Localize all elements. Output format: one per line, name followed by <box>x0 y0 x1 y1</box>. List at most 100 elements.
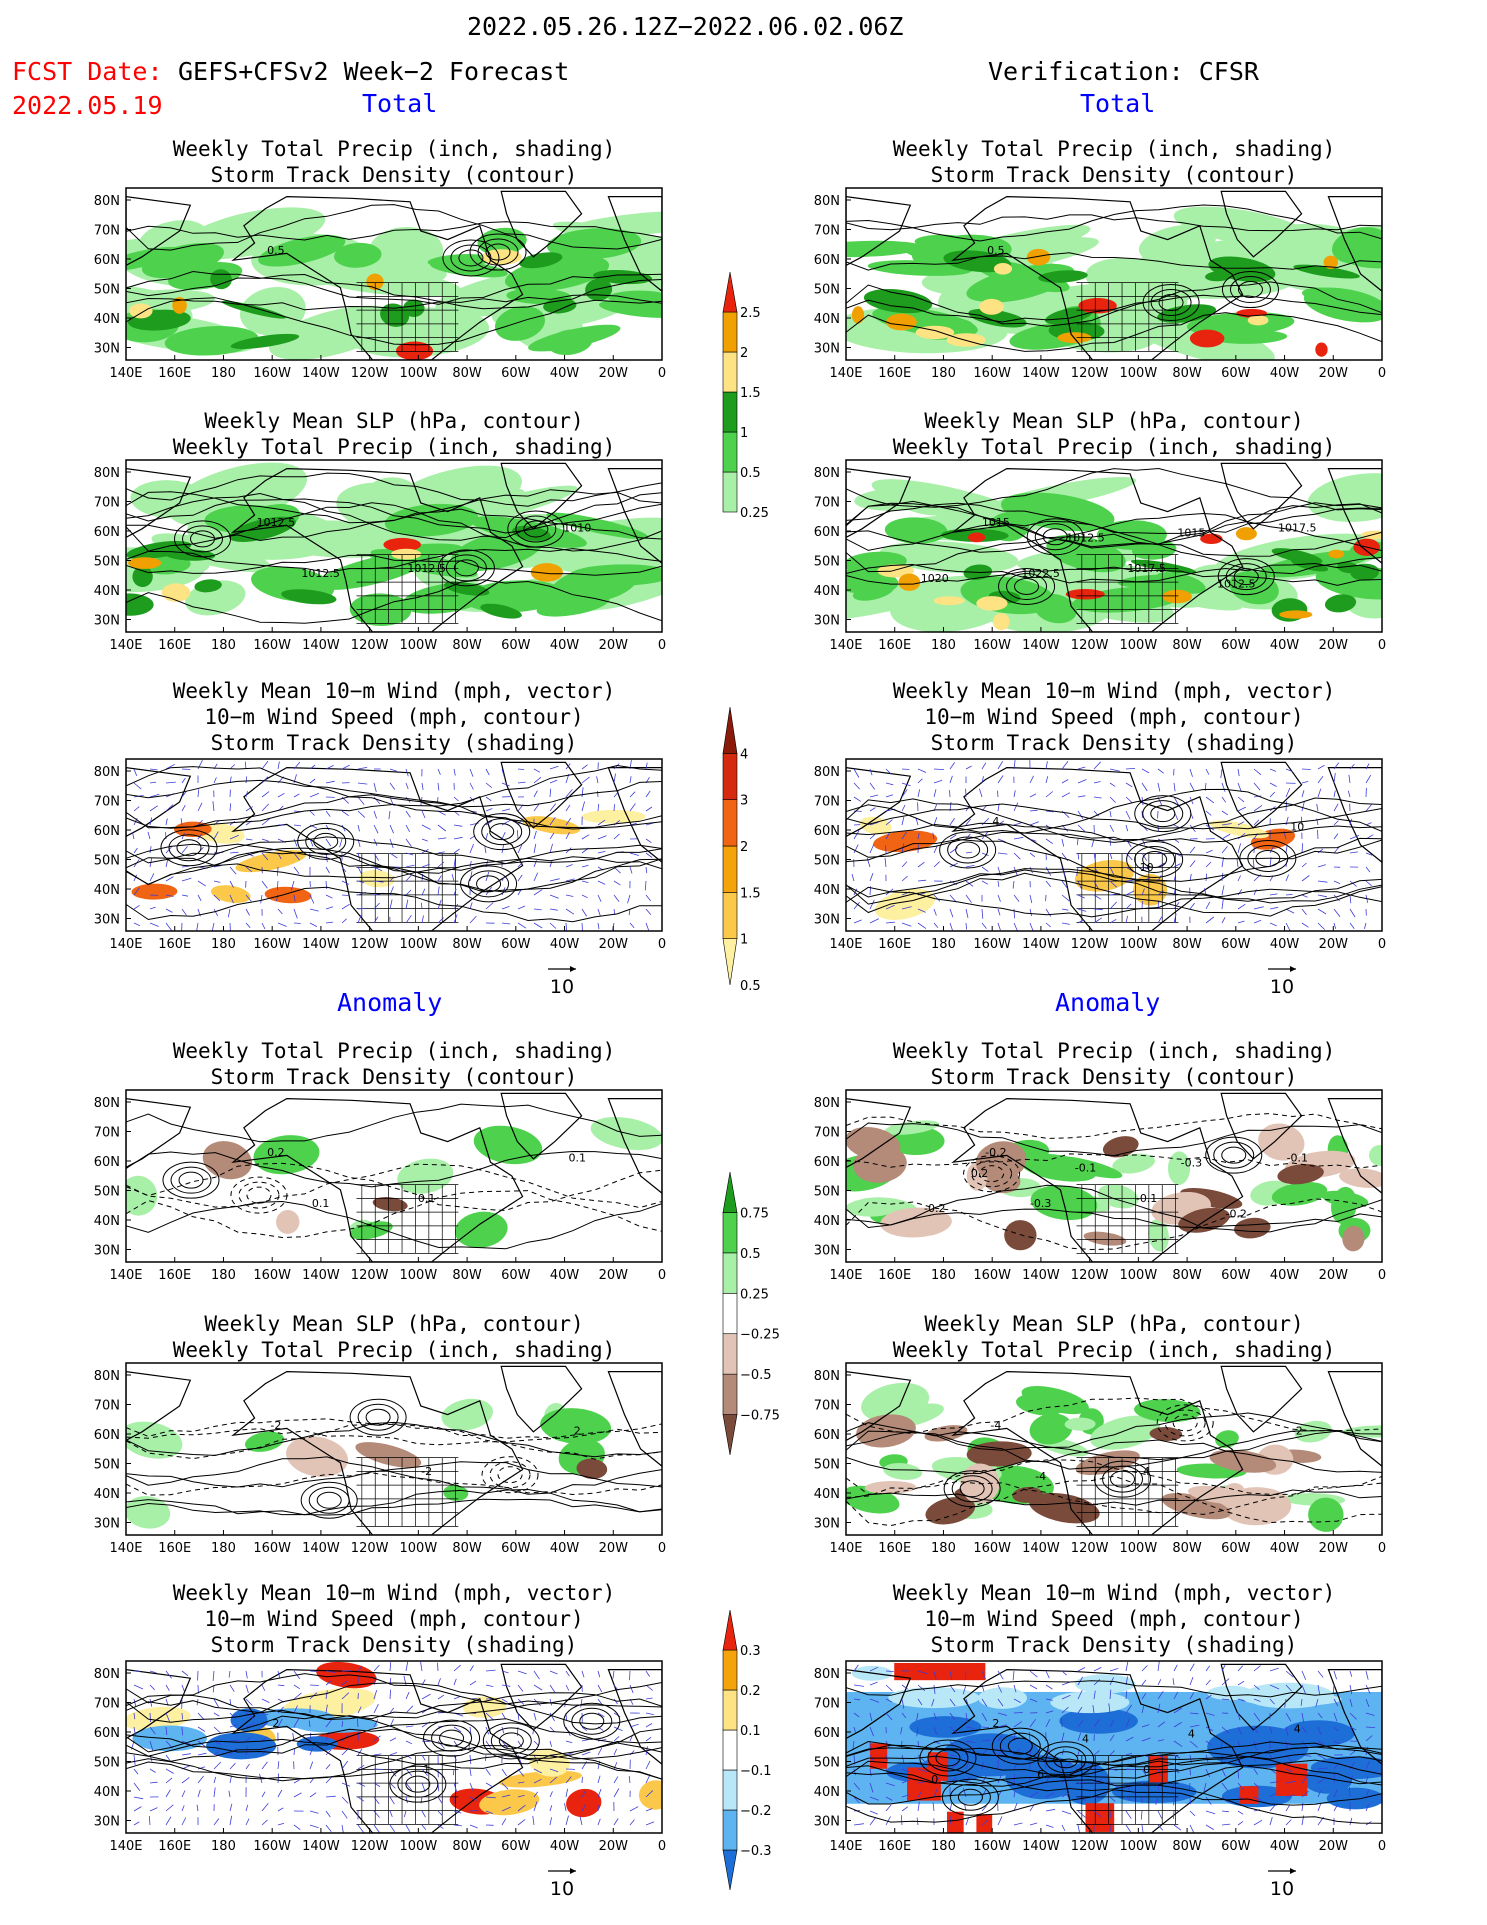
wind-vector <box>965 922 967 930</box>
wind-vector <box>549 922 557 929</box>
wind-vector <box>325 1795 336 1798</box>
wind-vector <box>453 1664 461 1672</box>
wind-vector <box>1157 1810 1163 1819</box>
wind-vector <box>245 1670 248 1679</box>
wind-vector <box>181 1684 185 1692</box>
wind-vector <box>213 1761 222 1770</box>
lon-tick-label: 160W <box>973 1268 1011 1283</box>
wind-vector <box>597 894 602 902</box>
wind-vector <box>915 817 919 826</box>
wind-vector <box>213 894 221 902</box>
coastline-europe <box>1327 1371 1382 1467</box>
wind-vector <box>1349 1749 1357 1756</box>
contour-ring <box>439 1729 465 1747</box>
lat-tick-label: 40N <box>814 883 840 898</box>
wind-vector <box>1301 1775 1308 1784</box>
contour-label: -0.3 <box>1181 1157 1202 1170</box>
shading-blob <box>1038 270 1088 283</box>
wind-vector <box>1173 863 1181 868</box>
wind-vector <box>901 816 905 826</box>
wind-vector <box>645 838 652 844</box>
contour-line <box>126 1423 662 1460</box>
wind-vector <box>389 852 398 859</box>
wind-vector <box>613 1736 620 1742</box>
contour-ring <box>482 1722 540 1760</box>
wind-vector <box>917 922 927 929</box>
wind-vector <box>1141 1679 1147 1686</box>
wind-vector <box>357 1824 365 1833</box>
contour-label: 0.1 <box>569 1151 587 1164</box>
contour-label: 1015 <box>1177 527 1205 540</box>
lon-tick-label: 140W <box>302 1839 340 1854</box>
shading-blob <box>129 303 153 319</box>
shading-blob <box>1112 1153 1155 1174</box>
contour-line <box>126 1728 662 1762</box>
wind-vector <box>181 805 186 812</box>
shading-blob <box>638 1780 662 1810</box>
shading-blob <box>1293 264 1360 279</box>
wind-vector <box>533 830 537 840</box>
shading-blob <box>1247 315 1269 326</box>
map-frame <box>845 187 1383 361</box>
wind-vector <box>1332 1684 1335 1694</box>
wind-vector <box>309 908 319 912</box>
wind-vector <box>901 1806 909 1812</box>
lon-tick-label: 20W <box>599 1268 629 1283</box>
wind-vector <box>1077 795 1086 798</box>
shading-blob <box>230 333 300 349</box>
wind-vector <box>148 1815 151 1826</box>
wind-vector <box>1237 806 1246 812</box>
wind-vector <box>1253 795 1262 798</box>
wind-vector <box>453 1678 457 1686</box>
lon-tick-label: 140W <box>1022 366 1060 381</box>
contour-ring <box>947 836 989 864</box>
wind-vector <box>197 1766 206 1770</box>
wind-vector <box>932 1802 935 1812</box>
wind-vector <box>421 1824 427 1831</box>
coastline-north-america <box>951 1668 1244 1833</box>
contour-ring <box>1237 281 1263 299</box>
wind-vector <box>293 1684 301 1690</box>
wind-vector <box>485 871 490 882</box>
contour-line <box>126 502 662 552</box>
wind-vector <box>933 779 943 784</box>
wind-vector <box>245 776 248 784</box>
wind-vector <box>1301 875 1310 882</box>
wind-vector <box>1189 873 1192 882</box>
wind-vector <box>405 889 412 896</box>
contour-line <box>846 869 1382 902</box>
coastline-europe <box>607 1098 662 1194</box>
lon-tick-label: 160E <box>158 1839 191 1854</box>
wind-vector <box>597 1788 602 1798</box>
wind-vector <box>197 802 203 812</box>
wind-vector <box>869 782 876 790</box>
wind-vector <box>165 818 168 826</box>
wind-vector <box>613 1698 618 1705</box>
wind-vector <box>245 866 253 873</box>
contour-ring <box>160 829 218 867</box>
wind-vector <box>453 1782 458 1793</box>
wind-vector <box>997 908 1001 916</box>
wind-vector <box>1092 1705 1095 1714</box>
wind-vector <box>133 1670 141 1673</box>
wind-vector <box>149 817 152 826</box>
shading-blob <box>221 300 286 319</box>
wind-vector <box>981 1819 989 1826</box>
lon-tick-label: 180 <box>931 366 956 381</box>
wind-vector <box>564 1803 567 1812</box>
wind-vector <box>1029 908 1032 917</box>
wind-vector <box>869 1698 880 1703</box>
wind-vector <box>469 1796 478 1801</box>
wind-vector <box>1077 852 1080 860</box>
wind-vector <box>245 908 250 916</box>
shading-blob <box>1294 1420 1332 1443</box>
shading-blob <box>979 298 1004 315</box>
colorbar-segment <box>722 1212 738 1254</box>
wind-vector <box>485 1684 494 1687</box>
wind-vector <box>325 906 334 910</box>
lat-tick-label: 40N <box>814 584 840 599</box>
wind-vector <box>851 873 855 882</box>
lat-tick-label: 30N <box>814 614 840 629</box>
wind-vector <box>869 918 880 924</box>
